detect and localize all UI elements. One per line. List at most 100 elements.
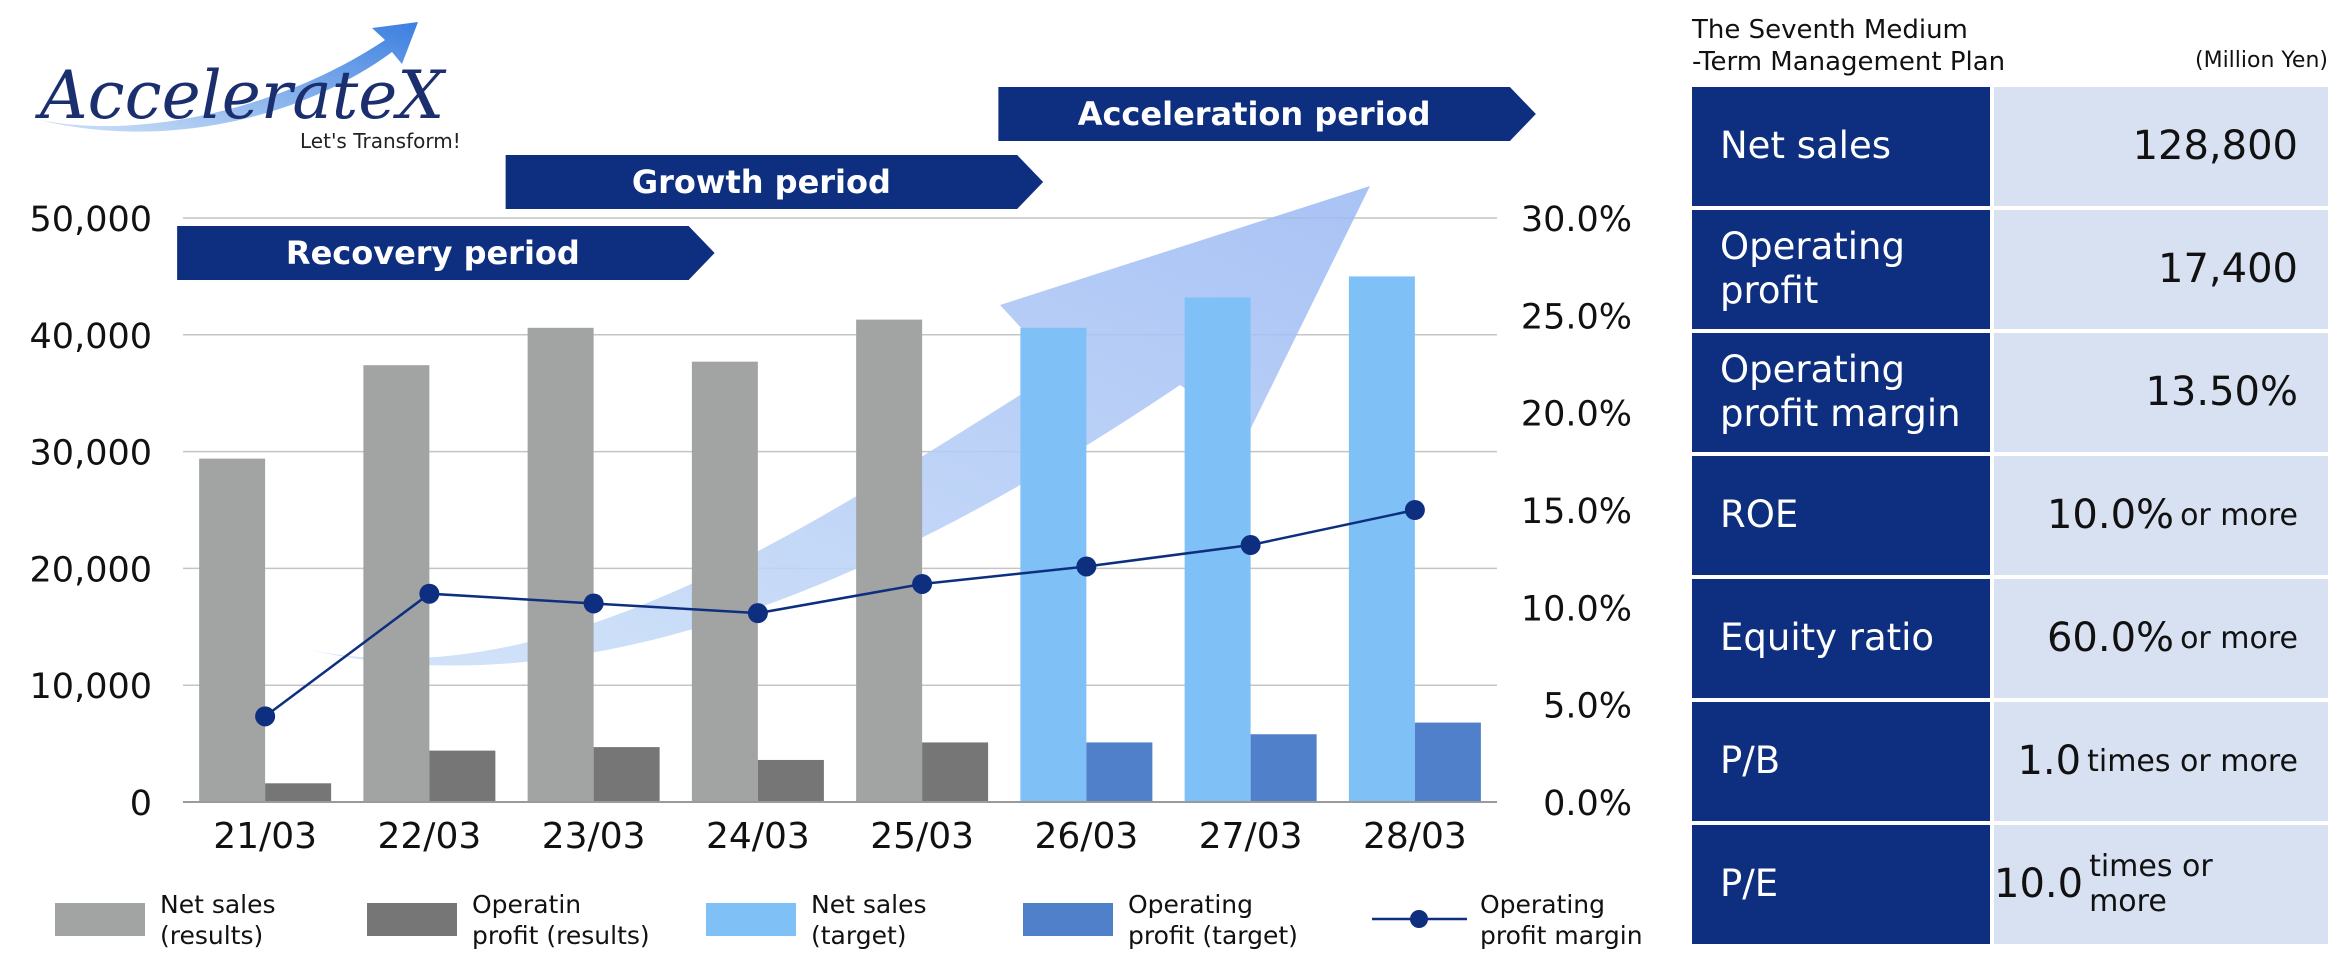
margin-point — [1240, 535, 1261, 556]
targets-row: Net sales 128,800 — [1692, 87, 2328, 206]
bar-operating-profit — [1250, 734, 1317, 802]
left-axis-tick-label: 10,000 — [30, 667, 152, 707]
period-banner-shape — [505, 155, 1044, 209]
bar-operating-profit — [429, 750, 496, 802]
targets-value: 60.0% — [2046, 615, 2175, 662]
targets-row-value: 128,800 — [1994, 87, 2328, 206]
margin-point — [583, 593, 604, 614]
period-banner-shape — [177, 226, 715, 280]
targets-row-value: 17,400 — [1994, 210, 2328, 329]
period-banner-shape — [998, 87, 1536, 141]
targets-row: Operating profit 17,400 — [1692, 210, 2328, 329]
targets-table: Net sales 128,800 Operating profit 17,400 Op… — [1692, 87, 2328, 948]
legend-label: (results) — [160, 921, 263, 950]
targets-suffix: or more — [2180, 620, 2298, 656]
period-banner-label: Acceleration period — [1078, 95, 1431, 133]
margin-point — [912, 573, 933, 594]
period-banner: Growth period — [505, 155, 1044, 209]
bar-operating-profit — [593, 747, 660, 802]
x-axis-tick-label: 22/03 — [378, 816, 482, 857]
targets-row: Operating profit margin 13.50% — [1692, 333, 2328, 452]
targets-value: 17,400 — [2158, 246, 2298, 293]
bar-net-sales — [363, 365, 430, 802]
margin-point — [255, 706, 276, 727]
logo-text: AccelerateX — [34, 57, 447, 134]
targets-row-label: Operating profit margin — [1692, 333, 1990, 452]
period-banner: Recovery period — [177, 226, 715, 280]
bar-net-sales — [199, 458, 266, 802]
targets-row-label: Net sales — [1692, 87, 1990, 206]
bar-operating-profit — [922, 742, 989, 802]
margin-point — [747, 603, 768, 624]
targets-row-value: 13.50% — [1994, 333, 2328, 452]
right-axis-tick-label: 15.0% — [1521, 492, 1632, 532]
right-axis-tick-label: 0.0% — [1543, 784, 1632, 824]
targets-row: P/E 10.0 times or more — [1692, 825, 2328, 944]
legend-label: (target) — [811, 921, 907, 950]
left-axis-tick-label: 50,000 — [30, 200, 152, 240]
targets-suffix: times or more — [2087, 743, 2298, 779]
logo-arrow-icon — [40, 22, 418, 132]
x-axis-tick-label: 26/03 — [1035, 816, 1139, 857]
margin-line — [264, 508, 1416, 718]
growth-arrow-graphic — [310, 186, 1370, 666]
legend-marker — [1410, 910, 1428, 928]
targets-value: 10.0 — [1994, 861, 2084, 908]
x-axis-tick-label: 28/03 — [1363, 816, 1467, 857]
legend-item: Net sales(target) — [706, 890, 927, 950]
legend-swatch — [55, 903, 145, 936]
left-axis-tick-label: 20,000 — [30, 550, 152, 590]
margin-point — [1076, 556, 1097, 577]
bar-operating-profit — [1086, 742, 1153, 802]
targets-row-value: 60.0% or more — [1994, 579, 2328, 698]
x-axis-tick-label: 27/03 — [1199, 816, 1303, 857]
legend-label: Operatin — [472, 890, 581, 919]
legend-swatch — [367, 903, 457, 936]
bar-operating-profit — [757, 759, 824, 802]
legend-label: Net sales — [811, 890, 927, 919]
targets-row-value: 10.0% or more — [1994, 456, 2328, 575]
targets-row: P/B 1.0 times or more — [1692, 702, 2328, 821]
bar-operating-profit — [1414, 722, 1481, 802]
targets-suffix: or more — [2180, 497, 2298, 533]
right-axis-tick-label: 25.0% — [1521, 297, 1632, 337]
bar-net-sales — [1020, 327, 1087, 802]
targets-header: The Seventh Medium -Term Management Plan… — [1692, 14, 2328, 80]
right-axis-tick-label: 10.0% — [1521, 589, 1632, 629]
logo-tagline: Let's Transform! — [300, 129, 461, 153]
period-banner-label: Recovery period — [286, 234, 580, 272]
targets-unit: (Million Yen) — [2195, 48, 2328, 73]
legend-swatch — [1023, 903, 1113, 936]
targets-row-label: Operating profit — [1692, 210, 1990, 329]
targets-title: The Seventh Medium -Term Management Plan — [1692, 15, 2006, 77]
bar-net-sales — [856, 319, 923, 802]
right-axis-tick-label: 20.0% — [1521, 395, 1632, 435]
targets-row-label: Equity ratio — [1692, 579, 1990, 698]
legend-label: Operating — [1128, 890, 1253, 919]
legend-swatch — [706, 903, 796, 936]
targets-value: 128,800 — [2132, 123, 2298, 170]
bar-net-sales — [691, 361, 758, 802]
targets-row-value: 10.0 times or more — [1994, 825, 2328, 944]
targets-row-label: P/B — [1692, 702, 1990, 821]
legend-label: profit margin — [1480, 921, 1643, 950]
margin-point — [419, 583, 440, 604]
x-axis-tick-label: 21/03 — [213, 816, 317, 857]
x-axis-tick-label: 25/03 — [870, 816, 974, 857]
legend-label: Net sales — [160, 890, 276, 919]
bar-operating-profit — [265, 783, 332, 802]
targets-row-label: P/E — [1692, 825, 1990, 944]
left-axis-tick-label: 0 — [130, 784, 152, 824]
x-axis-tick-label: 23/03 — [542, 816, 646, 857]
legend-label: Operating — [1480, 890, 1605, 919]
bar-net-sales — [527, 327, 594, 802]
targets-row: Equity ratio 60.0% or more — [1692, 579, 2328, 698]
targets-suffix: times or more — [2089, 849, 2213, 920]
targets-row: ROE 10.0% or more — [1692, 456, 2328, 575]
right-axis-tick-label: 30.0% — [1521, 200, 1632, 240]
